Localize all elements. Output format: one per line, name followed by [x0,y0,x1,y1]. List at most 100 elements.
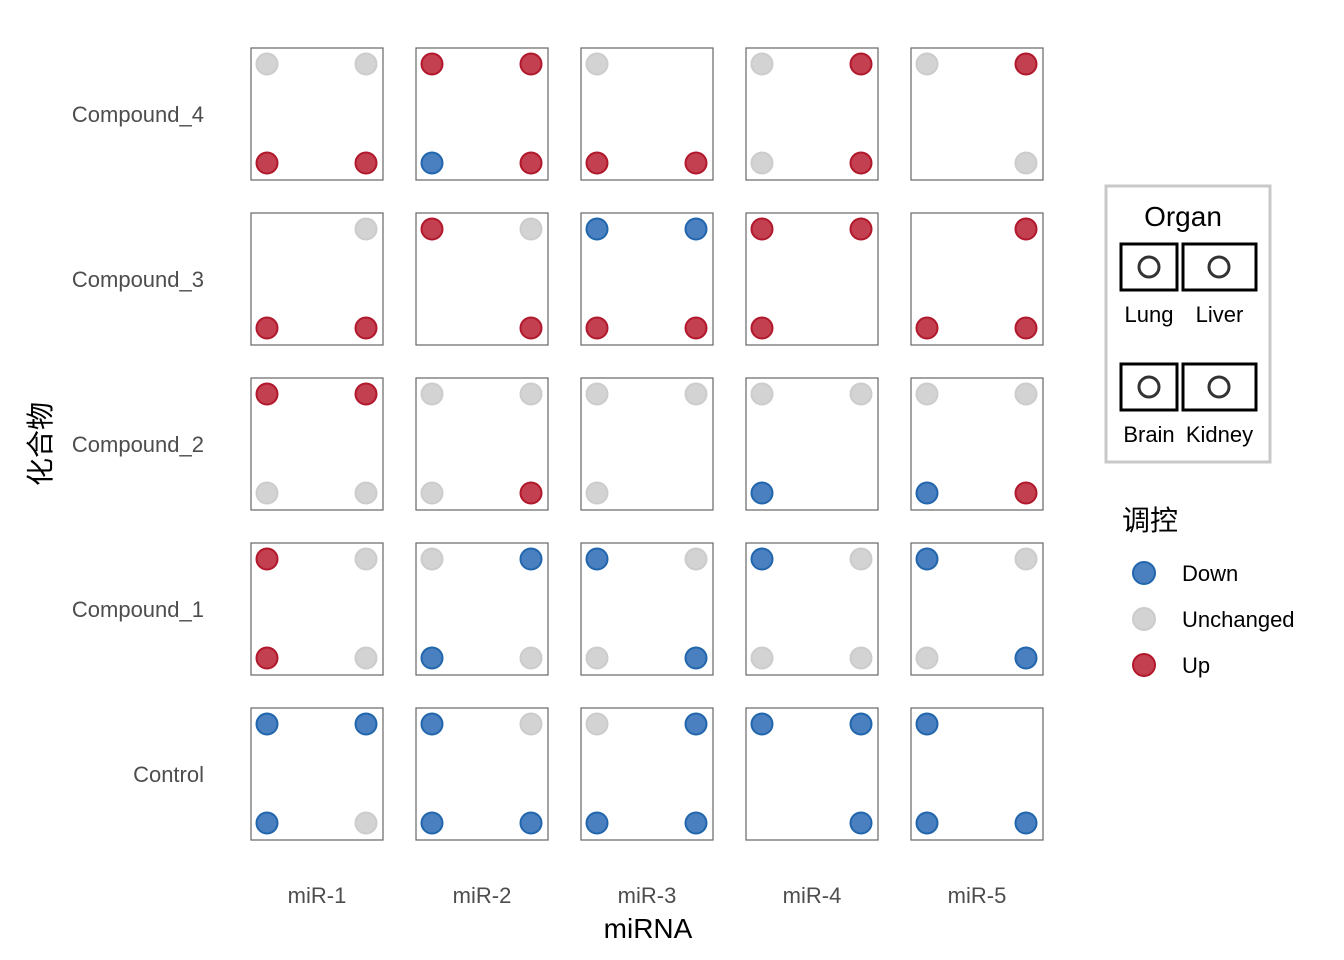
point-liver-unchanged [849,382,873,406]
point-liver-unchanged [519,382,543,406]
point-kidney-down [519,811,543,835]
point-kidney-up [354,316,378,340]
point-lung-unchanged [585,52,609,76]
panel [910,542,1044,676]
point-kidney-down [684,646,708,670]
panel [580,542,714,676]
point-kidney-unchanged [354,811,378,835]
regulation-key-label: Up [1182,653,1210,678]
point-liver-up [1014,52,1038,76]
x-axis-title: miRNA [604,913,693,944]
y-tick-label: Control [133,762,204,787]
point-lung-down [585,547,609,571]
panel [415,377,549,511]
panel [250,707,384,841]
point-kidney-unchanged [354,646,378,670]
point-lung-unchanged [585,382,609,406]
point-liver-unchanged [354,547,378,571]
point-liver-up [519,52,543,76]
point-brain-unchanged [750,646,774,670]
point-kidney-up [1014,316,1038,340]
point-brain-unchanged [420,481,444,505]
regulation-legend-title: 调控 [1122,505,1178,536]
point-lung-down [915,547,939,571]
point-kidney-down [1014,811,1038,835]
point-lung-unchanged [750,52,774,76]
panel [580,212,714,346]
point-brain-unchanged [585,481,609,505]
organ-key-liver [1181,242,1258,292]
panel [580,47,714,181]
point-kidney-unchanged [519,646,543,670]
point-lung-down [255,712,279,736]
organ-key-brain [1119,362,1179,412]
point-brain-down [585,811,609,835]
organ-legend: Organ Lung Liver Brain Kidney [1104,184,1272,464]
point-brain-unchanged [750,151,774,175]
x-tick-label: miR-5 [948,883,1007,908]
point-liver-down [849,712,873,736]
point-lung-up [750,217,774,241]
point-lung-unchanged [915,382,939,406]
point-liver-unchanged [519,217,543,241]
organ-key-lung [1119,242,1179,292]
point-liver-unchanged [1014,382,1038,406]
tick-labels: Compound_4 Compound_3 Compound_2 Compound_1… [72,102,1006,908]
point-kidney-up [519,151,543,175]
regulation-legend: 调控 Down Unchanged Up [1122,505,1295,678]
panel [910,377,1044,511]
point-liver-unchanged [519,712,543,736]
point-kidney-up [684,316,708,340]
point-lung-up [420,217,444,241]
point-kidney-up [684,151,708,175]
point-liver-unchanged [1014,547,1038,571]
x-tick-label: miR-2 [453,883,512,908]
y-tick-label: Compound_2 [72,432,204,457]
panel [580,377,714,511]
x-tick-label: miR-4 [783,883,842,908]
panel [745,377,879,511]
point-liver-unchanged [354,52,378,76]
point-liver-up [354,382,378,406]
point-lung-down [915,712,939,736]
point-kidney-up [849,151,873,175]
panel [250,47,384,181]
point-lung-unchanged [585,712,609,736]
organ-key-label: Kidney [1186,422,1253,447]
point-liver-unchanged [684,547,708,571]
organ-key-kidney [1181,362,1258,412]
point-brain-down [420,811,444,835]
point-liver-down [684,712,708,736]
point-lung-unchanged [915,52,939,76]
panel [910,47,1044,181]
point-kidney-unchanged [354,481,378,505]
point-lung-down [420,712,444,736]
organ-key-circle-icon [1207,375,1231,399]
point-brain-unchanged [915,646,939,670]
point-lung-unchanged [420,547,444,571]
point-brain-up [255,646,279,670]
panels [250,47,1044,841]
regulation-key-down-icon [1132,561,1156,585]
organ-key-label: Brain [1123,422,1174,447]
y-axis-title: 化合物 [25,402,56,486]
point-lung-unchanged [255,52,279,76]
panel [415,212,549,346]
panel [415,47,549,181]
panel [745,212,879,346]
point-brain-unchanged [585,646,609,670]
point-lung-down [750,547,774,571]
point-liver-up [1014,217,1038,241]
point-liver-down [519,547,543,571]
panel [415,542,549,676]
panel [580,707,714,841]
point-kidney-down [849,811,873,835]
organ-key-label: Liver [1196,302,1244,327]
panel [745,542,879,676]
point-lung-up [255,382,279,406]
point-liver-unchanged [684,382,708,406]
y-tick-label: Compound_3 [72,267,204,292]
panel [910,707,1044,841]
organ-key-circle-icon [1137,255,1161,279]
